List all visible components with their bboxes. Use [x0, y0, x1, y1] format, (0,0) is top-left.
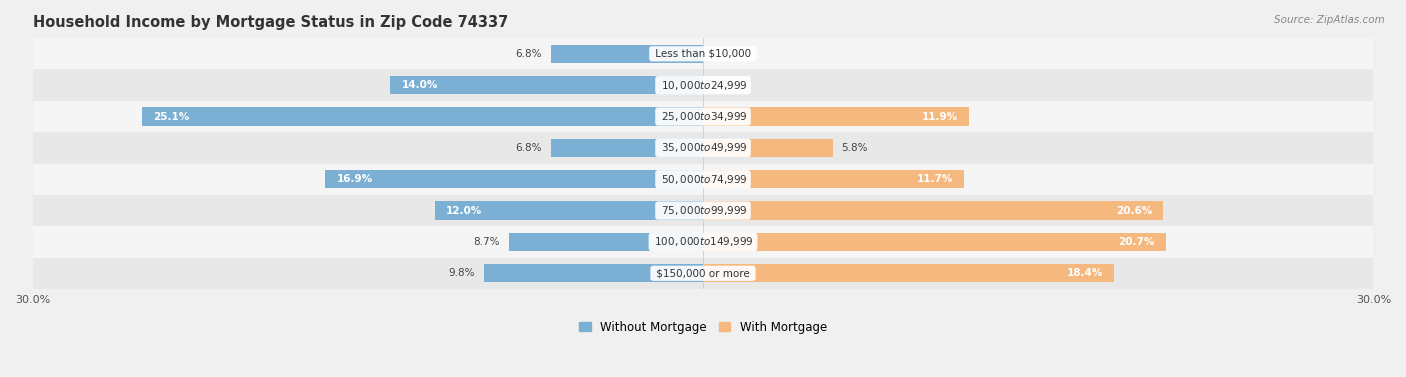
Bar — [32, 69, 1374, 101]
Text: 0.0%: 0.0% — [711, 49, 738, 59]
Bar — [32, 164, 1374, 195]
Text: 0.0%: 0.0% — [711, 80, 738, 90]
Text: Less than $10,000: Less than $10,000 — [652, 49, 754, 59]
Text: 16.9%: 16.9% — [336, 174, 373, 184]
Text: 5.8%: 5.8% — [842, 143, 868, 153]
Bar — [509, 233, 703, 251]
Bar — [32, 132, 1374, 164]
Bar — [434, 201, 703, 220]
Text: 20.6%: 20.6% — [1116, 205, 1152, 216]
Text: $150,000 or more: $150,000 or more — [652, 268, 754, 278]
Text: $100,000 to $149,999: $100,000 to $149,999 — [651, 235, 755, 248]
Text: 20.7%: 20.7% — [1118, 237, 1154, 247]
Bar — [703, 264, 1114, 282]
Text: $50,000 to $74,999: $50,000 to $74,999 — [658, 173, 748, 186]
Text: 9.8%: 9.8% — [449, 268, 475, 278]
Bar — [484, 264, 703, 282]
Text: $25,000 to $34,999: $25,000 to $34,999 — [658, 110, 748, 123]
Bar — [32, 257, 1374, 289]
Bar — [142, 107, 703, 126]
Text: 14.0%: 14.0% — [401, 80, 437, 90]
Text: 11.7%: 11.7% — [917, 174, 953, 184]
Text: 25.1%: 25.1% — [153, 112, 190, 121]
Bar — [389, 76, 703, 94]
Text: Source: ZipAtlas.com: Source: ZipAtlas.com — [1274, 15, 1385, 25]
Text: 18.4%: 18.4% — [1067, 268, 1102, 278]
Bar — [32, 226, 1374, 257]
Bar — [32, 101, 1374, 132]
Bar — [551, 139, 703, 157]
Text: $75,000 to $99,999: $75,000 to $99,999 — [658, 204, 748, 217]
Bar — [551, 45, 703, 63]
Bar — [32, 195, 1374, 226]
Bar — [325, 170, 703, 188]
Text: 11.9%: 11.9% — [921, 112, 957, 121]
Bar — [703, 107, 969, 126]
Text: 6.8%: 6.8% — [516, 49, 543, 59]
Text: $35,000 to $49,999: $35,000 to $49,999 — [658, 141, 748, 154]
Bar — [703, 139, 832, 157]
Bar — [703, 170, 965, 188]
Legend: Without Mortgage, With Mortgage: Without Mortgage, With Mortgage — [574, 316, 832, 338]
Text: Household Income by Mortgage Status in Zip Code 74337: Household Income by Mortgage Status in Z… — [32, 15, 508, 30]
Bar — [32, 38, 1374, 69]
Bar — [703, 233, 1166, 251]
Text: $10,000 to $24,999: $10,000 to $24,999 — [658, 79, 748, 92]
Bar — [703, 201, 1163, 220]
Text: 12.0%: 12.0% — [446, 205, 482, 216]
Text: 6.8%: 6.8% — [516, 143, 543, 153]
Text: 8.7%: 8.7% — [474, 237, 499, 247]
